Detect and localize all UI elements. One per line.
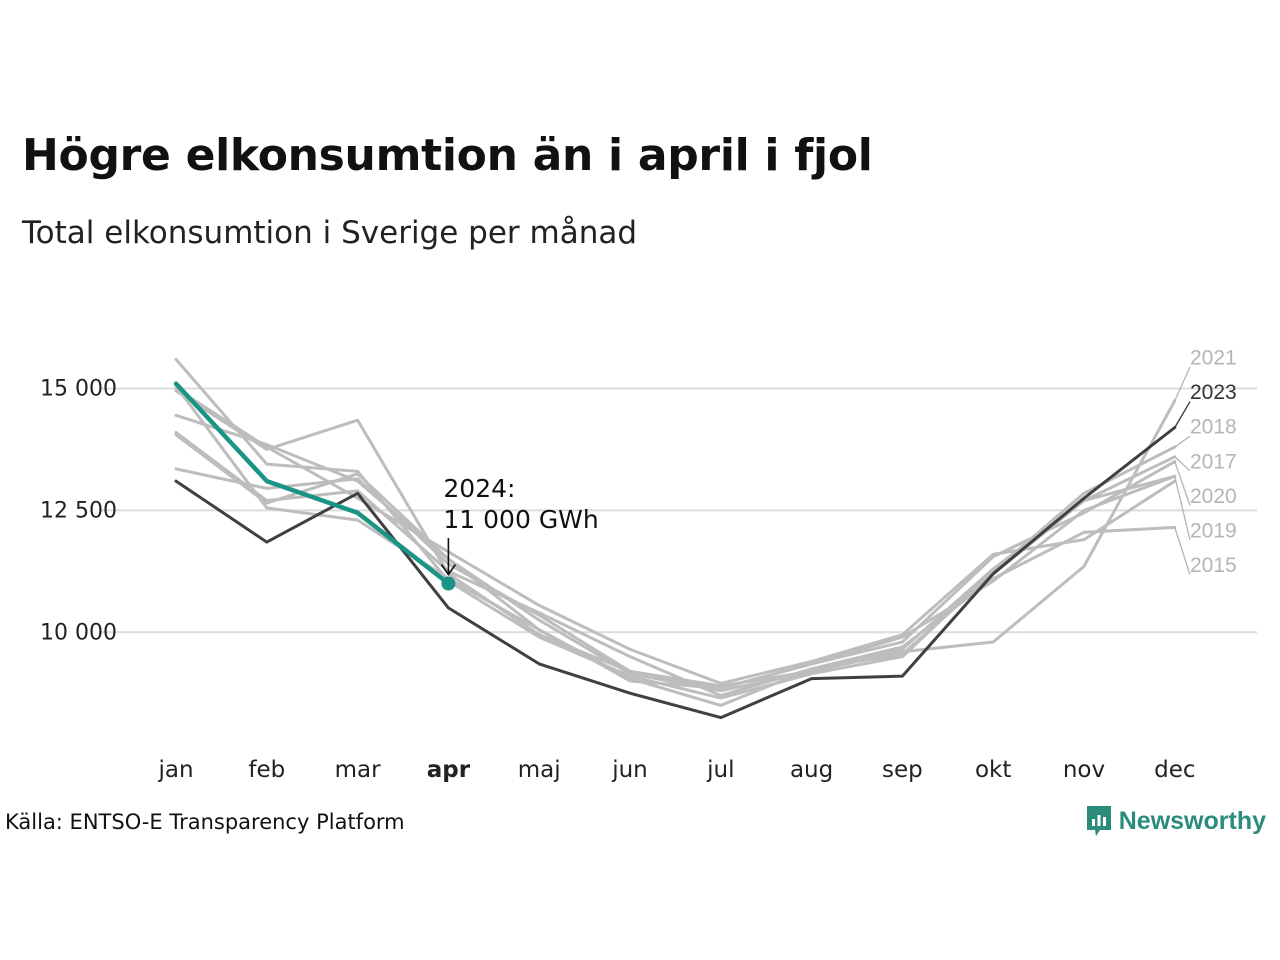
series-labels: 2021 2023 2018 2017 2020 2019 2015 xyxy=(1174,347,1237,577)
x-tick-label-maj: maj xyxy=(518,757,561,783)
series-leader-2015 xyxy=(1174,527,1191,575)
series-line-2017 xyxy=(174,413,1177,693)
x-tick-label-mar: mar xyxy=(335,757,381,783)
x-tick-label-dec: dec xyxy=(1154,757,1195,783)
x-tick-label-sep: sep xyxy=(882,757,923,783)
newsworthy-logo-icon xyxy=(1086,806,1111,836)
x-tick-label-feb: feb xyxy=(248,757,285,783)
series-line-2015 xyxy=(174,430,1177,698)
chart-subtitle: Total elkonsumtion i Sverige per månad xyxy=(22,215,638,251)
series-label-2015: 2015 xyxy=(1190,554,1237,577)
x-tick-label-okt: okt xyxy=(975,757,1011,783)
annotation-year: 2024: xyxy=(443,474,515,503)
annotation: 2024:11 000 GWh xyxy=(440,474,599,576)
series-label-2023: 2023 xyxy=(1190,381,1237,404)
annotation-value: 11 000 GWh xyxy=(443,505,598,534)
series-endpoint-2024 xyxy=(441,576,456,591)
y-tick-label: 10 000 xyxy=(40,620,117,645)
series-leader-2020 xyxy=(1174,461,1191,506)
annotation-arrowhead xyxy=(440,564,457,576)
x-tick-label-aug: aug xyxy=(790,757,833,783)
series-leader-2021 xyxy=(1174,366,1191,401)
series-label-2018: 2018 xyxy=(1190,416,1237,439)
x-tick-label-jul: jul xyxy=(706,757,734,783)
series-leader-2019 xyxy=(1174,476,1191,541)
series-line-2022 xyxy=(174,387,1177,685)
x-axis-ticks: jan feb mar apr maj jun jul aug sep okt nov dec xyxy=(157,757,1195,783)
series-label-2020: 2020 xyxy=(1190,485,1237,508)
y-tick-label: 12 500 xyxy=(40,498,117,523)
series-leader-2017 xyxy=(1174,456,1191,472)
x-tick-label-jan: jan xyxy=(157,757,193,783)
series-label-2019: 2019 xyxy=(1190,520,1237,543)
newsworthy-logo: Newsworthy xyxy=(1085,804,1266,838)
series-line-2023 xyxy=(174,426,1177,720)
chart-title: Högre elkonsumtion än i april i fjol xyxy=(22,130,873,181)
series-lines xyxy=(173,357,1177,720)
series-label-2017: 2017 xyxy=(1190,450,1237,473)
x-tick-label-apr: apr xyxy=(427,757,471,783)
series-leader-2018 xyxy=(1174,435,1191,448)
logo-text: Newsworthy xyxy=(1118,806,1266,835)
x-tick-label-nov: nov xyxy=(1063,757,1105,783)
series-line-2018 xyxy=(174,357,1177,700)
x-tick-label-jun: jun xyxy=(611,757,648,783)
y-axis-ticks: 10 000 12 500 15 000 xyxy=(40,377,117,646)
series-line-2024 xyxy=(173,381,451,586)
series-line-2020 xyxy=(174,433,1177,690)
series-leader-2023 xyxy=(1174,401,1191,428)
series-line-2021 xyxy=(174,389,1177,688)
source-note: Källa: ENTSO-E Transparency Platform xyxy=(5,810,405,834)
y-tick-label: 15 000 xyxy=(40,377,117,402)
series-label-2021: 2021 xyxy=(1190,347,1237,370)
